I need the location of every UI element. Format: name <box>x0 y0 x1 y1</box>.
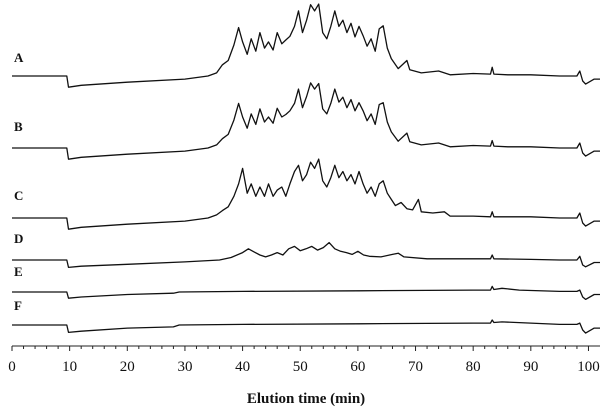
x-tick-label: 80 <box>466 359 481 375</box>
x-tick-label: 60 <box>350 359 365 375</box>
trace-f <box>12 319 600 334</box>
trace-label-b: B <box>14 119 23 134</box>
trace-e <box>12 285 600 301</box>
x-tick-label: 10 <box>62 359 77 375</box>
trace-b <box>12 82 600 160</box>
x-tick-label: 20 <box>120 359 135 375</box>
trace-label-c: C <box>14 188 23 203</box>
trace-a <box>12 3 600 88</box>
trace-c <box>12 158 600 230</box>
trace-d <box>12 241 600 269</box>
x-tick-label: 100 <box>577 359 600 375</box>
x-axis-title: Elution time (min) <box>247 391 365 407</box>
x-tick-label: 40 <box>235 359 250 375</box>
trace-label-a: A <box>14 50 24 65</box>
x-tick-label: 50 <box>293 359 308 375</box>
x-tick-group: 0 10 20 30 40 50 60 70 80 90 100 <box>8 346 600 375</box>
x-tick-label: 70 <box>408 359 423 375</box>
trace-group <box>12 3 600 334</box>
trace-label-d: D <box>14 231 23 246</box>
x-tick-label: 0 <box>8 359 16 375</box>
trace-label-group: A B C D E F <box>14 50 24 313</box>
x-tick-label: 90 <box>523 359 538 375</box>
x-tick-label: 30 <box>177 359 192 375</box>
trace-label-f: F <box>14 298 22 313</box>
trace-label-e: E <box>14 264 23 279</box>
